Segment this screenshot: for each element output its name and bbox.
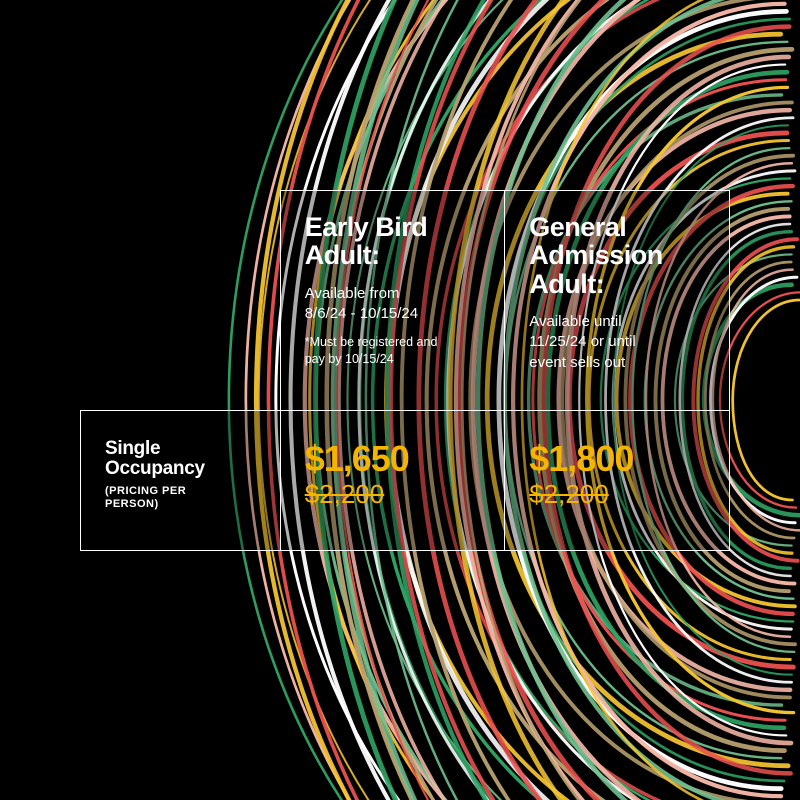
column-subtitle: Available from8/6/24 - 10/15/24 (305, 284, 481, 325)
pricing-table: Early BirdAdult: Available from8/6/24 - … (80, 190, 730, 551)
price-cell-early-bird: $1,650 $2,200 (280, 411, 505, 551)
price-original: $2,200 (529, 479, 705, 510)
column-note: *Must be registered andpay by 10/15/24 (305, 334, 481, 368)
row-label-sublabel: (PRICING PERPERSON) (105, 485, 256, 511)
pricing-header-row: Early BirdAdult: Available from8/6/24 - … (81, 191, 730, 411)
column-subtitle: Available until11/25/24 or untilevent se… (529, 312, 705, 373)
column-title: GeneralAdmissionAdult: (529, 213, 705, 298)
column-header-early-bird: Early BirdAdult: Available from8/6/24 - … (280, 191, 505, 411)
pricing-data-row: SingleOccupancy (PRICING PERPERSON) $1,6… (81, 411, 730, 551)
row-label-title: SingleOccupancy (105, 439, 256, 479)
empty-corner-cell (81, 191, 281, 411)
price-original: $2,200 (305, 479, 481, 510)
column-title: Early BirdAdult: (305, 213, 481, 270)
column-header-general-admission: GeneralAdmissionAdult: Available until11… (505, 191, 730, 411)
price-current: $1,650 (305, 441, 481, 477)
price-current: $1,800 (529, 441, 705, 477)
price-cell-general-admission: $1,800 $2,200 (505, 411, 730, 551)
row-label-single-occupancy: SingleOccupancy (PRICING PERPERSON) (81, 411, 281, 551)
